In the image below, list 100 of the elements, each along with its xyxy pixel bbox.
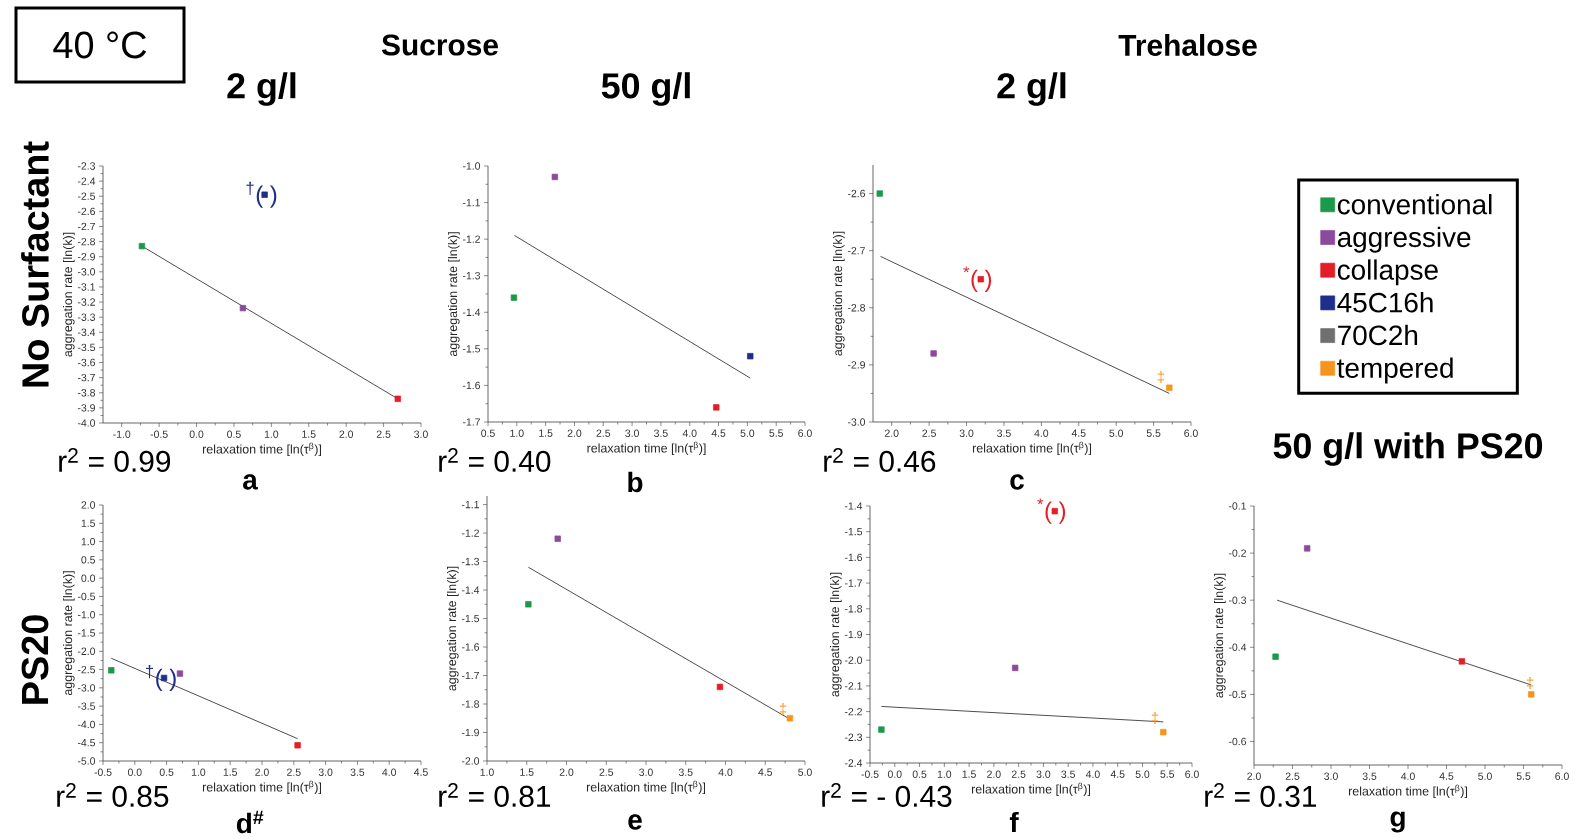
y-axis-title: aggregation rate [ln(k)]: [833, 231, 845, 356]
y-tick-label: -2.4: [844, 759, 863, 767]
y-axis-title: aggregation rate [ln(k)]: [830, 572, 842, 697]
y-tick-label: -3.2: [77, 298, 95, 306]
x-tick-label: 5.0: [798, 768, 812, 776]
annotation: $^{*}$( ): [963, 266, 992, 292]
x-tick-label: 4.0: [1034, 429, 1049, 437]
x-tick-label: 6.0: [1184, 429, 1198, 437]
x-tick-label: 5.5: [1516, 772, 1531, 780]
x-tick-label: 4.5: [1110, 770, 1125, 778]
x-axis-title: relaxation time [ln(τ$^{β}$)]: [202, 442, 322, 456]
y-tick-label: -2.9: [847, 361, 865, 369]
text: r$^{2}$ = 0.31: [1205, 783, 1317, 807]
y-tick-label: -1.5: [77, 629, 96, 637]
x-tick-label: 0.5: [159, 768, 174, 776]
y-tick-label: -3.7: [77, 373, 95, 382]
y-tick-label: -4.5: [77, 739, 96, 747]
x-tick-label: 5.0: [1478, 772, 1492, 780]
y-tick-label: -0.4: [1228, 643, 1247, 651]
x-axis-title: relaxation time [ln(τ$^{β}$)]: [972, 441, 1092, 455]
y-tick-label: -3.6: [77, 358, 96, 367]
point: [1458, 658, 1466, 665]
y-tick-label: -2.4: [77, 177, 96, 185]
y-tick-label: -3.1: [77, 283, 95, 291]
annotation: $^{†}$( ): [246, 181, 277, 208]
y-tick-label: -2.8: [847, 304, 866, 312]
point: [878, 726, 885, 733]
x-tick-label: 4.0: [718, 768, 733, 776]
point: [394, 395, 401, 402]
point: [747, 353, 754, 360]
point: [525, 601, 532, 608]
x-tick-label: 2.0: [1247, 772, 1261, 780]
x-tick-label: 3.0: [639, 768, 653, 776]
y-tick-label: -1.6: [844, 553, 863, 562]
x-tick-label: 3.0: [318, 768, 333, 776]
x-tick-label: 1.0: [937, 770, 952, 778]
point: [930, 350, 937, 357]
x-tick-label: 6.0: [1185, 770, 1199, 778]
x-tick-label: 4.0: [382, 768, 397, 776]
y-tick-label: -2.0: [461, 757, 480, 765]
y-axis-title: aggregation rate [ln(k)]: [447, 566, 459, 691]
x-tick-label: 0.5: [227, 430, 241, 438]
x-tick-label: 2.0: [559, 768, 574, 776]
x-tick-label: -0.5: [94, 768, 112, 776]
y-tick-label: 0.5: [81, 556, 96, 564]
x-tick-label: 2.5: [1011, 770, 1026, 778]
x-tick-label: 5.0: [1135, 770, 1150, 778]
x-tick-label: 2.5: [287, 768, 301, 776]
y-tick-label: -1.8: [844, 605, 863, 613]
y-tick-label: -3.0: [77, 268, 96, 276]
x-tick-label: 2.0: [339, 430, 354, 438]
x-tick-label: 0.0: [127, 768, 142, 776]
legend-label: 70C2h: [1338, 324, 1418, 346]
y-tick-label: -1.0: [462, 162, 481, 170]
y-tick-label: -1.5: [462, 345, 481, 353]
legend-label: tempered: [1337, 357, 1453, 384]
text: f: [1009, 811, 1019, 833]
x-tick-label: 2.0: [567, 429, 582, 437]
point: [876, 190, 883, 197]
y-axis-title: aggregation rate [ln(k)]: [448, 232, 460, 357]
y-tick-label: -2.0: [77, 647, 96, 655]
x-tick-label: 1.5: [302, 430, 316, 438]
point: [1160, 729, 1167, 736]
y-tick-label: -1.5: [461, 614, 480, 623]
x-tick-label: 0.0: [189, 430, 204, 438]
x-tick-label: 3.5: [997, 429, 1011, 437]
y-tick-label: -4.0: [77, 720, 96, 729]
x-tick-label: 3.5: [350, 768, 365, 776]
x-tick-label: 2.5: [922, 429, 936, 437]
x-axis-title: relaxation time [ln(τ$^{β}$)]: [586, 780, 706, 794]
y-tick-label: -3.5: [77, 702, 96, 710]
point: [551, 173, 559, 181]
y-tick-label: -2.6: [77, 207, 96, 216]
x-tick-label: 3.0: [414, 430, 428, 438]
x-tick-label: -1.0: [113, 430, 131, 438]
y-tick-label: -0.3: [1228, 596, 1247, 604]
point: [713, 404, 720, 411]
x-tick-label: 3.0: [1036, 770, 1051, 778]
y-tick-label: -1.0: [77, 611, 96, 619]
y-tick-label: -1.8: [461, 700, 480, 708]
annotation: ‡: [1157, 371, 1165, 383]
y-tick-label: -0.6: [1228, 737, 1247, 746]
y-tick-label: -2.3: [77, 162, 96, 170]
y-tick-label: -2.5: [77, 665, 96, 674]
point: [239, 304, 247, 312]
chart-title: 50 g/l with PS20: [1273, 432, 1543, 466]
text: r$^{2}$ = - 0.43: [822, 783, 952, 807]
legend-label: conventional: [1337, 193, 1492, 215]
text: r$^{2}$ = 0.99: [59, 448, 171, 472]
x-tick-label: 1.0: [510, 429, 524, 437]
x-tick-label: 6.0: [1555, 772, 1569, 780]
x-tick-label: 5.5: [1160, 770, 1175, 778]
y-tick-label: -3.4: [77, 328, 96, 336]
point: [1012, 664, 1019, 672]
y-tick-label: -3.8: [77, 389, 96, 397]
annotation: $^{*}$( ): [1037, 498, 1066, 524]
x-tick-label: 4.5: [1439, 772, 1454, 780]
x-tick-label: 2.5: [599, 768, 614, 776]
text: c: [1010, 474, 1024, 490]
x-tick-label: 2.0: [255, 768, 269, 776]
